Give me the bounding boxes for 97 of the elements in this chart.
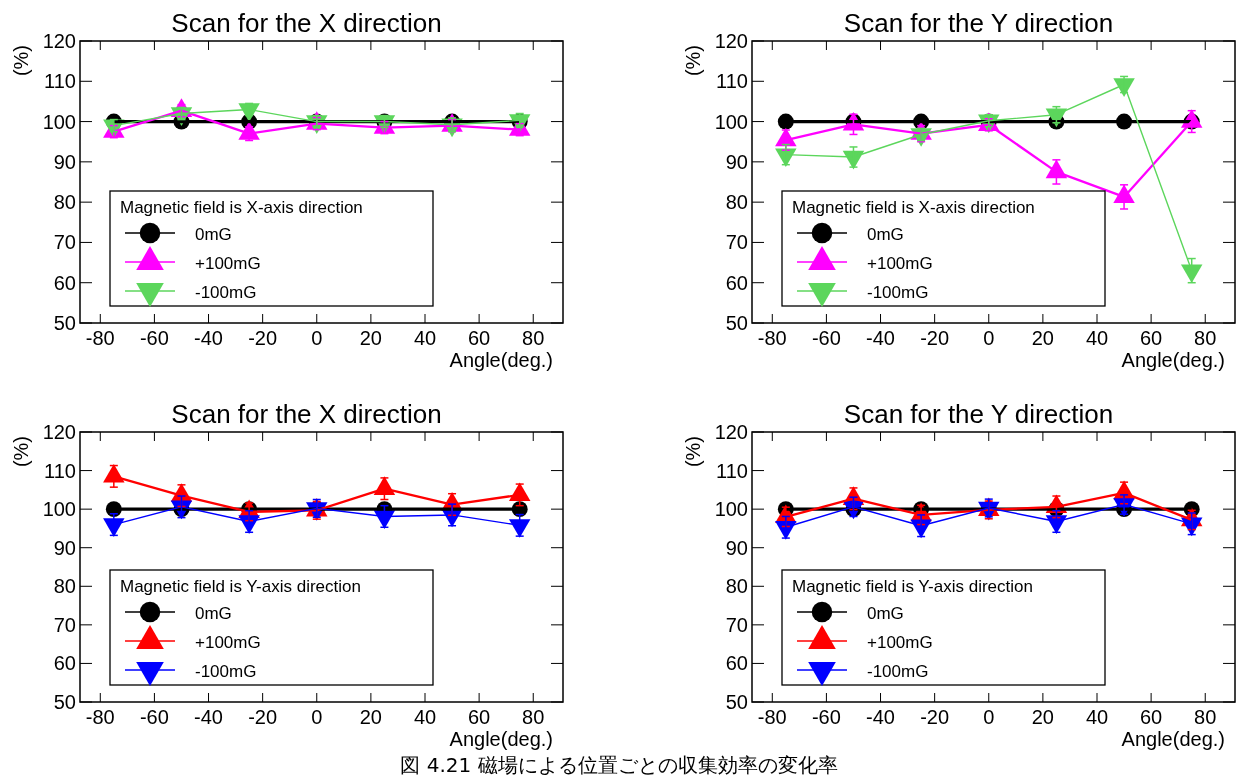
- y-tick-label: 100: [714, 110, 748, 133]
- y-tick-label: 80: [725, 575, 748, 598]
- x-tick-label: 0: [311, 327, 323, 349]
- x-tick-label: 20: [1031, 706, 1055, 728]
- y-tick-label: 90: [725, 150, 748, 173]
- x-tick-label: -80: [757, 706, 787, 728]
- y-tick-label: 90: [725, 536, 748, 559]
- x-tick-label: -80: [757, 327, 787, 349]
- y-tick-label: 70: [53, 613, 76, 636]
- y-tick-label: 100: [714, 498, 748, 521]
- chart-title: Scan for the X direction: [171, 399, 442, 429]
- x-tick-label: 40: [413, 706, 437, 728]
- x-tick-label: 80: [522, 327, 545, 349]
- x-tick-label: -60: [139, 706, 169, 728]
- x-tick-label: -20: [248, 327, 278, 349]
- legend-label: 0mG: [867, 604, 904, 623]
- x-axis-title: Angle(deg.): [1121, 728, 1225, 750]
- x-tick-label: 0: [311, 706, 323, 728]
- y-tick-label: 70: [725, 613, 748, 636]
- x-tick-label: -40: [866, 706, 895, 728]
- legend-title: Magnetic field is X-axis direction: [792, 198, 1035, 217]
- x-tick-label: 60: [1139, 327, 1163, 349]
- x-tick-label: 80: [1194, 706, 1217, 728]
- x-tick-label: 60: [467, 327, 491, 349]
- x-tick-label: -40: [194, 327, 223, 349]
- y-tick-label: 50: [725, 312, 748, 334]
- x-tick-label: 20: [359, 327, 383, 349]
- legend-label: 0mG: [195, 225, 232, 244]
- legend-label: +100mG: [195, 254, 261, 273]
- legend-label: -100mG: [195, 283, 257, 302]
- y-tick-label: 60: [725, 652, 748, 675]
- legend-label: 0mG: [867, 225, 904, 244]
- x-tick-label: -20: [248, 706, 278, 728]
- y-tick-label: 70: [53, 231, 76, 254]
- legend-label: +100mG: [867, 254, 933, 273]
- legend-label: -100mG: [195, 662, 257, 681]
- x-tick-label: 0: [983, 327, 995, 349]
- legend-title: Magnetic field is Y-axis direction: [792, 577, 1033, 596]
- chart-title: Scan for the X direction: [171, 8, 442, 38]
- x-tick-label: 60: [467, 706, 491, 728]
- legend-label: +100mG: [195, 633, 261, 652]
- x-tick-label: -40: [866, 327, 895, 349]
- y-tick-label: 90: [53, 536, 76, 559]
- legend-label: 0mG: [195, 604, 232, 623]
- y-tick-label: 50: [53, 691, 76, 713]
- x-tick-label: -60: [811, 706, 841, 728]
- legend-title: Magnetic field is Y-axis direction: [120, 577, 361, 596]
- legend-label: +100mG: [867, 633, 933, 652]
- y-tick-label: 100: [42, 498, 76, 521]
- y-tick-label: 100: [42, 110, 76, 133]
- x-tick-label: -80: [85, 706, 115, 728]
- x-tick-label: -20: [920, 706, 950, 728]
- x-tick-label: 80: [1194, 327, 1217, 349]
- legend-title: Magnetic field is X-axis direction: [120, 198, 363, 217]
- x-axis-title: Angle(deg.): [449, 349, 553, 371]
- legend-label: -100mG: [867, 662, 929, 681]
- y-tick-label: 110: [716, 70, 748, 93]
- y-axis-title: (%): [10, 436, 32, 468]
- y-tick-label: 120: [714, 421, 748, 443]
- x-tick-label: -40: [194, 706, 223, 728]
- y-tick-label: 110: [716, 459, 748, 482]
- y-tick-label: 80: [53, 575, 76, 598]
- caption: 図 4.21 磁場による位置ごとの収集効率の変化率: [400, 753, 838, 777]
- y-tick-label: 70: [725, 231, 748, 254]
- x-tick-label: -80: [85, 327, 115, 349]
- x-tick-label: 20: [359, 706, 383, 728]
- chart-title: Scan for the Y direction: [843, 399, 1114, 429]
- x-axis-title: Angle(deg.): [1121, 349, 1225, 371]
- y-tick-label: 60: [725, 271, 748, 294]
- x-tick-label: -20: [920, 327, 950, 349]
- x-tick-label: -60: [811, 327, 841, 349]
- y-axis-title: (%): [682, 45, 704, 77]
- x-tick-label: 20: [1031, 327, 1055, 349]
- y-tick-label: 110: [44, 459, 76, 482]
- y-tick-label: 120: [714, 30, 748, 52]
- x-tick-label: -60: [139, 327, 169, 349]
- y-axis-title: (%): [10, 45, 32, 77]
- y-tick-label: 60: [53, 271, 76, 294]
- x-axis-title: Angle(deg.): [449, 728, 553, 750]
- x-tick-label: 0: [983, 706, 995, 728]
- legend-label: -100mG: [867, 283, 929, 302]
- x-tick-label: 40: [1085, 706, 1109, 728]
- y-tick-label: 120: [42, 421, 76, 443]
- y-tick-label: 60: [53, 652, 76, 675]
- y-tick-label: 90: [53, 150, 76, 173]
- chart-title: Scan for the Y direction: [843, 8, 1114, 38]
- y-tick-label: 50: [725, 691, 748, 713]
- x-tick-label: 40: [1085, 327, 1109, 349]
- y-axis-title: (%): [682, 436, 704, 468]
- x-tick-label: 60: [1139, 706, 1163, 728]
- y-tick-label: 110: [44, 70, 76, 93]
- y-tick-label: 120: [42, 30, 76, 52]
- y-tick-label: 50: [53, 312, 76, 334]
- x-tick-label: 40: [413, 327, 437, 349]
- y-tick-label: 80: [725, 191, 748, 214]
- x-tick-label: 80: [522, 706, 545, 728]
- y-tick-label: 80: [53, 191, 76, 214]
